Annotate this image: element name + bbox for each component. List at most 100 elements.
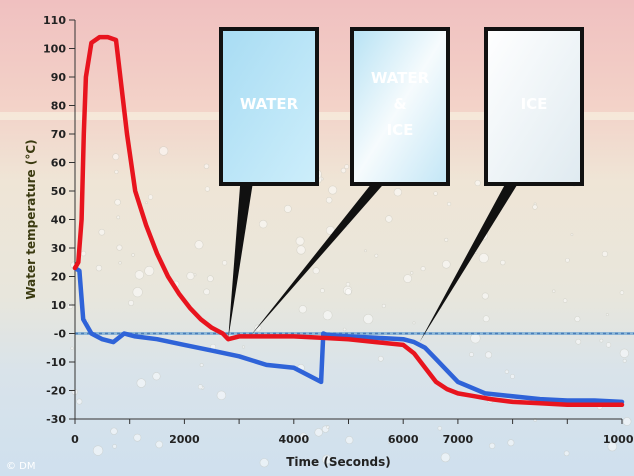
- bubble: [387, 440, 391, 444]
- series-lines: [72, 34, 625, 408]
- bubble: [342, 327, 347, 332]
- bubble: [216, 390, 227, 401]
- bubble: [66, 302, 74, 310]
- bubble: [403, 274, 412, 283]
- bubble: [562, 298, 568, 303]
- bubble: [70, 346, 74, 350]
- callout-label: WATER: [371, 69, 430, 87]
- bubble: [203, 163, 210, 170]
- bubble: [437, 426, 442, 431]
- bubble: [312, 267, 320, 275]
- bubble: [607, 441, 618, 452]
- bubble: [95, 264, 103, 272]
- y-axis-title: Water temperature (°C): [24, 139, 38, 299]
- x-tick-label: 10000: [603, 433, 634, 446]
- bubble: [112, 153, 120, 161]
- bubble: [193, 273, 197, 277]
- bubble: [199, 363, 204, 367]
- bubble: [444, 237, 449, 242]
- bubble: [283, 204, 292, 213]
- bubble: [485, 351, 493, 359]
- bubble: [197, 384, 203, 390]
- bubble: [112, 444, 117, 449]
- y-tick-label: -0: [54, 328, 67, 341]
- bubble: [118, 261, 122, 265]
- callout-box: [219, 27, 319, 186]
- bubble: [98, 228, 106, 236]
- bubble: [410, 271, 414, 275]
- credit-text: © DM: [6, 461, 36, 472]
- bubble: [144, 265, 155, 276]
- bubble: [446, 201, 452, 207]
- bubble: [132, 287, 143, 298]
- bubble: [552, 289, 556, 293]
- bubble: [340, 167, 347, 174]
- y-tick-label: -30: [46, 413, 66, 426]
- x-tick-label: 0: [71, 433, 79, 446]
- bubble: [110, 427, 118, 435]
- bubble: [605, 342, 612, 348]
- y-tick-label: 90: [51, 71, 67, 84]
- bubble: [114, 198, 121, 206]
- bubble: [314, 428, 323, 437]
- bubble: [393, 188, 402, 197]
- bubble: [194, 240, 204, 250]
- bubble: [622, 417, 632, 426]
- callout-label-ice: ICE: [387, 121, 414, 139]
- bubble: [599, 338, 604, 343]
- bubble: [345, 436, 354, 445]
- bubble: [345, 282, 351, 287]
- callout-3: ICE: [419, 27, 584, 343]
- bubble: [565, 257, 570, 263]
- bubble: [147, 194, 154, 200]
- x-tick-label: 2000: [169, 433, 200, 446]
- callout-label-amp: &: [393, 95, 406, 113]
- bubble: [420, 266, 426, 272]
- bubble: [344, 164, 350, 170]
- bubble: [570, 233, 574, 237]
- callout-pointer: [228, 184, 253, 340]
- bubble: [605, 313, 609, 317]
- bubble: [326, 425, 330, 429]
- series-line-1: [72, 34, 625, 408]
- bubble: [619, 290, 625, 295]
- y-tick-label: 40: [51, 214, 67, 227]
- bubble: [619, 348, 629, 358]
- callout-box: [350, 27, 450, 186]
- bubble: [136, 378, 146, 388]
- bubble: [504, 369, 509, 374]
- callout-1: WATER: [219, 27, 319, 340]
- bubble: [222, 260, 228, 266]
- bubble: [374, 253, 379, 258]
- bubble: [489, 442, 496, 449]
- y-tick-label: 50: [51, 185, 67, 198]
- bubble: [622, 358, 627, 363]
- bubble: [322, 310, 333, 321]
- bubble: [134, 270, 144, 280]
- x-tick-label: 4000: [278, 433, 309, 446]
- bubble: [241, 345, 246, 349]
- bubble: [80, 250, 87, 257]
- bubble: [152, 372, 161, 381]
- bubble: [298, 305, 307, 314]
- y-tick-label: 20: [51, 271, 67, 284]
- bubble: [381, 303, 386, 308]
- bubble: [482, 315, 490, 323]
- bubble: [364, 249, 367, 253]
- bubble: [442, 260, 451, 269]
- x-tick-label: 6000: [388, 433, 419, 446]
- y-tick-label: 100: [43, 43, 66, 56]
- state-callouts: WATER WATER & ICE ICE: [219, 27, 584, 343]
- y-tick-label: 60: [51, 157, 67, 170]
- bubble: [507, 439, 515, 447]
- bubble: [328, 185, 338, 195]
- bubble: [203, 288, 210, 296]
- bubble: [320, 288, 325, 293]
- bubble: [158, 146, 169, 156]
- callout-pointer: [419, 184, 518, 343]
- bubble: [481, 292, 489, 300]
- y-tick-label: -20: [46, 385, 66, 398]
- bubble: [363, 313, 374, 325]
